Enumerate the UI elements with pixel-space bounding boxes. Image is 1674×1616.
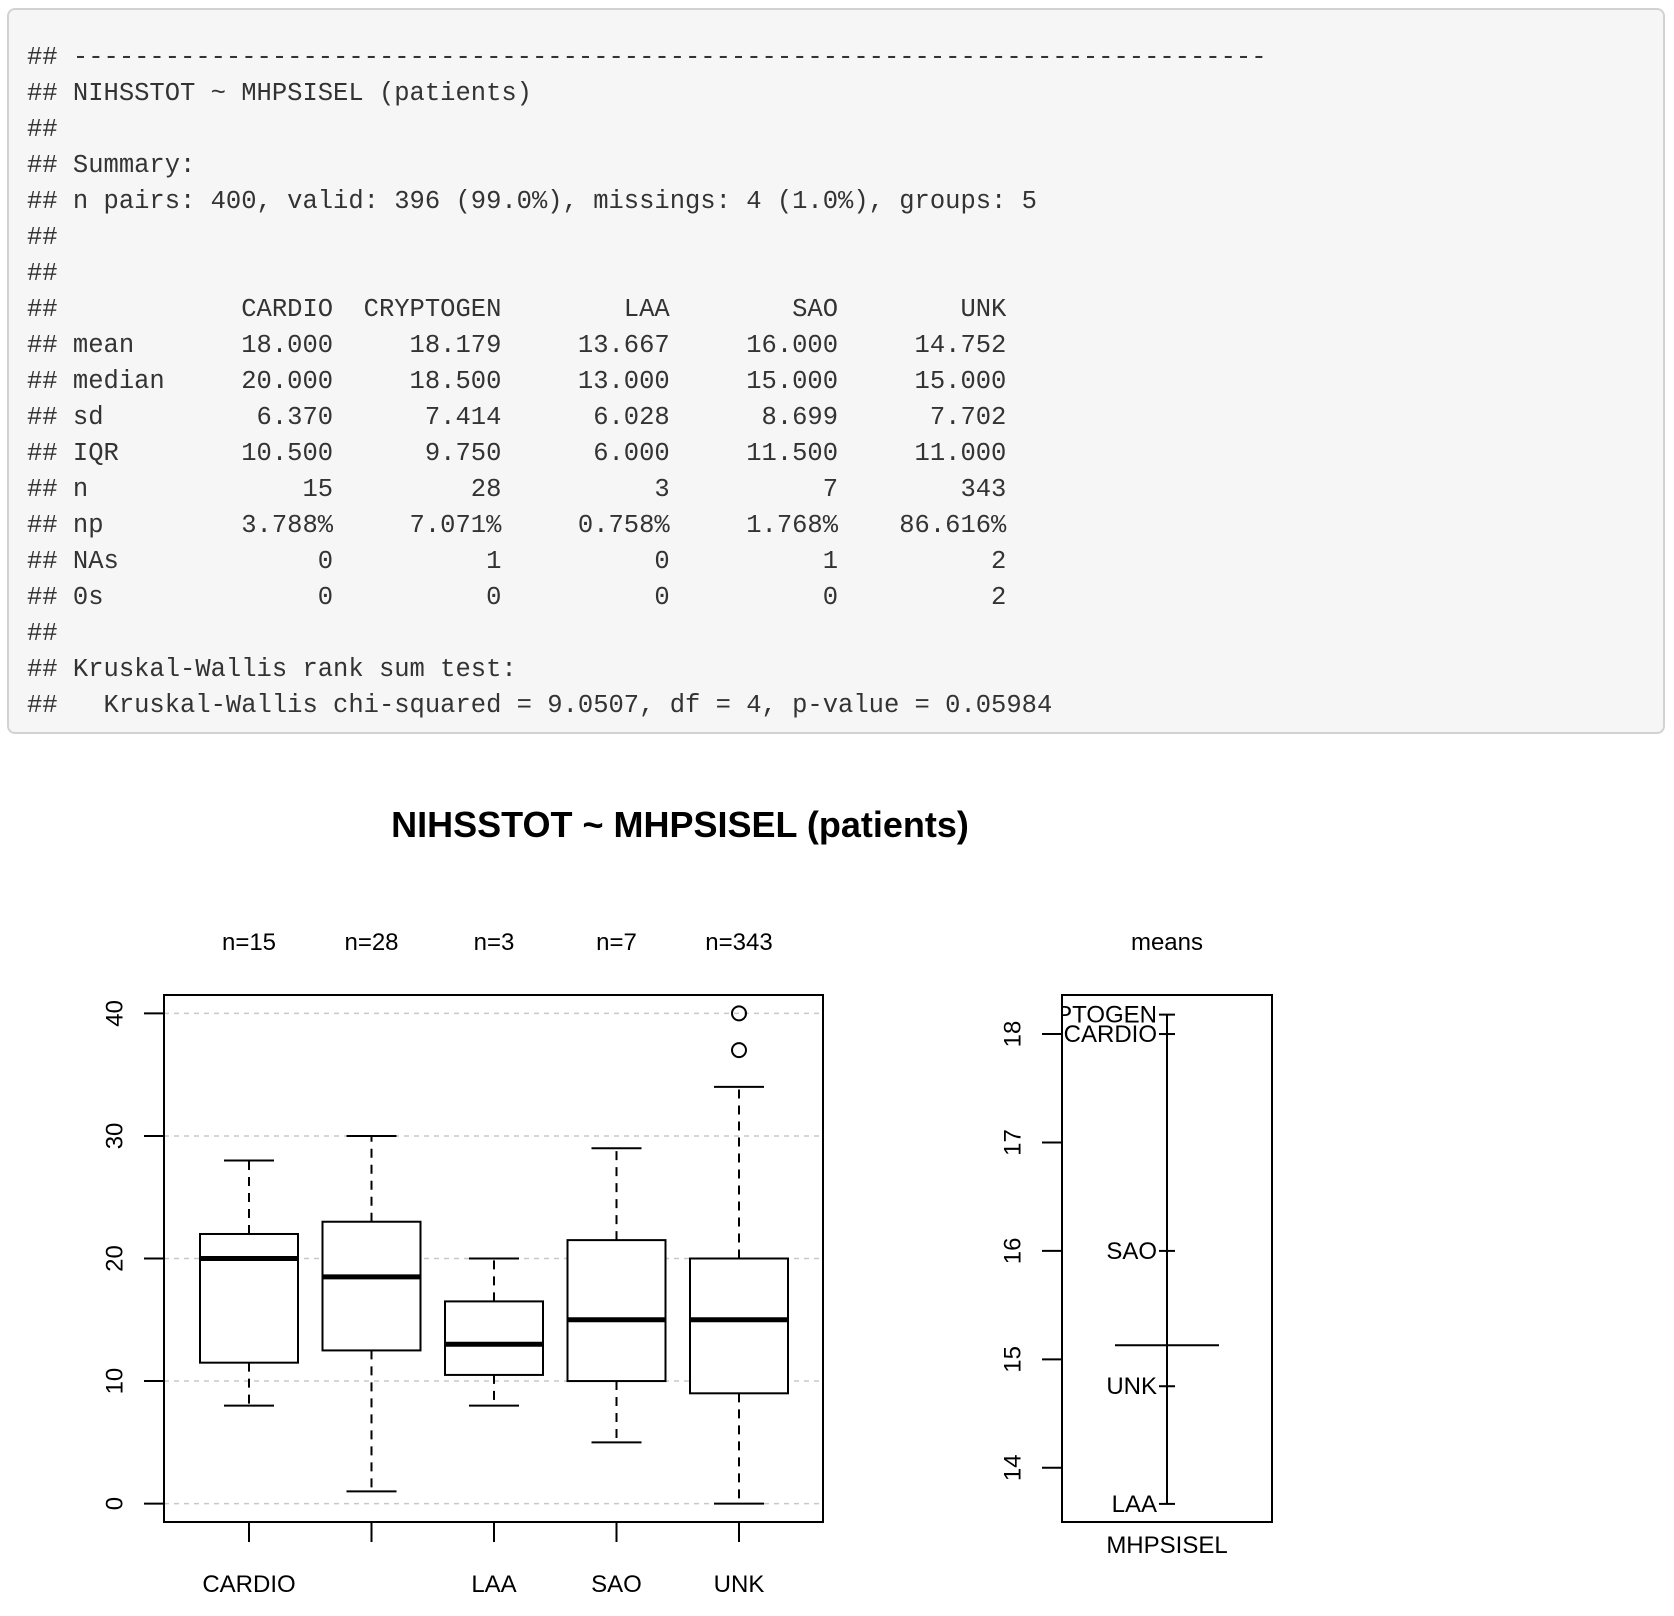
means-y-tick-label: 16 [999,1238,1026,1265]
console-output: ## -------------------------------------… [7,8,1665,734]
console-text: ## -------------------------------------… [27,43,1267,720]
mean-label: LAA [1112,1491,1157,1518]
means-y-tick-label: 17 [999,1129,1026,1156]
y-tick-label: 30 [101,1123,128,1150]
mean-label: SAO [1106,1238,1157,1265]
box-iqr [566,1239,667,1383]
mean-label: UNK [1106,1373,1157,1400]
means-frame [1061,994,1273,1523]
n-label: n=15 [222,929,276,956]
n-label: n=7 [596,929,637,956]
means-title: means [1131,929,1203,956]
means-y-tick-label: 18 [999,1021,1026,1048]
boxplot-panel: n=15 CARDIO n=28 n=3 LAA n=7 SAO n=343 UNK 0 10 20 3… [101,929,824,1598]
outlier-point [731,1005,747,1022]
box-iqr [689,1257,789,1395]
means-x-label: MHPSISEL [1106,1532,1227,1559]
n-label: n=3 [474,929,515,956]
x-tick-label: SAO [591,1571,642,1598]
x-tick-label: LAA [471,1571,516,1598]
x-tick-label: CARDIO [202,1571,295,1598]
means-y-tick-label: 15 [999,1346,1026,1373]
box-iqr [199,1232,299,1364]
box-iqr [444,1300,544,1376]
x-tick-label: UNK [714,1571,765,1598]
y-tick-label: 0 [101,1497,128,1510]
means-y-tick-label: 14 [999,1454,1026,1481]
outlier-point [731,1042,747,1059]
mean-label: PTOGEN [1056,1002,1157,1029]
n-label: n=343 [705,929,772,956]
n-label: n=28 [344,929,398,956]
chart-title: NIHSSTOT ~ MHPSISEL (patients) [391,804,969,845]
y-tick-label: 40 [101,1000,128,1027]
mean-label: CARDIO [1064,1021,1157,1048]
box-iqr [321,1220,422,1352]
y-tick-label: 10 [101,1368,128,1395]
y-tick-label: 20 [101,1245,128,1272]
boxplot-figure: NIHSSTOT ~ MHPSISEL (patients) n=15 CARDI… [101,804,1273,1598]
